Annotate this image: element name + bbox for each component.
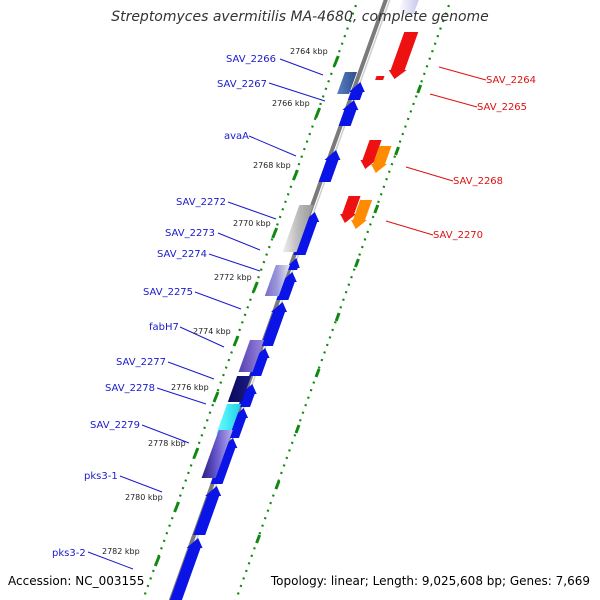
gene-feature-reverse <box>340 196 361 223</box>
gene-label-forward: SAV_2277 <box>116 357 166 368</box>
tick-label: 2776 kbp <box>171 383 209 392</box>
tick-mark <box>192 447 200 459</box>
tick-guide-lines <box>141 0 452 600</box>
tick-labels: 2764 kbp 2766 kbp 2768 kbp 2770 kbp 2772 kbp… <box>102 47 328 556</box>
label-callout-line <box>248 135 297 157</box>
gene-labels: SAV_2266 SAV_2267 avaA SAV_2272 SAV_2273 SAV_… <box>52 54 536 559</box>
label-callout-line <box>167 361 215 380</box>
gene-homolog-block <box>264 265 290 296</box>
gene-label-forward: SAV_2274 <box>157 249 207 260</box>
tick-mark <box>173 501 180 513</box>
gene-homolog-block <box>227 376 252 402</box>
gene-feature-forward <box>169 538 203 600</box>
tick-mark <box>232 335 240 347</box>
gene-label-forward: SAV_2278 <box>105 383 155 394</box>
strand-tick <box>334 312 341 322</box>
gene-feature-forward <box>285 258 300 270</box>
label-callout-line <box>405 166 454 182</box>
strand-tick <box>373 204 380 214</box>
label-callout-line <box>179 326 225 348</box>
tick-mark <box>153 555 161 567</box>
label-callout-line <box>268 82 326 102</box>
gene-label-forward: pks3-1 <box>84 471 118 482</box>
tick-label: 2774 kbp <box>193 327 231 336</box>
tick-mark <box>332 55 340 67</box>
gene-label-forward: SAV_2266 <box>226 54 276 65</box>
gene-feature-forward <box>260 302 288 346</box>
strand-tick <box>294 424 301 434</box>
gene-feature-reverse <box>350 200 373 229</box>
label-callout-line <box>438 66 487 81</box>
tick-label: 2764 kbp <box>290 47 328 56</box>
gene-label-reverse: SAV_2268 <box>453 176 503 187</box>
gene-homolog-block <box>201 430 233 478</box>
gene-label-forward: pks3-2 <box>52 548 86 559</box>
tick-mark <box>251 281 259 293</box>
gene-label-forward: SAV_2279 <box>90 420 140 431</box>
gene-label-reverse: SAV_2265 <box>477 102 527 113</box>
label-callout-line <box>227 201 277 220</box>
gene-feature-forward <box>347 82 365 100</box>
gene-partial-block <box>397 0 419 14</box>
strand-tick <box>416 84 423 94</box>
strand-guide-right <box>234 0 452 600</box>
strand-tick <box>354 258 360 268</box>
gene-homolog-block <box>282 205 314 252</box>
label-callout-line <box>87 551 134 570</box>
gene-feature-forward <box>238 384 257 407</box>
gene-label-forward: SAV_2275 <box>143 287 193 298</box>
label-callout-line <box>429 93 478 108</box>
label-callout-line <box>194 291 242 310</box>
label-callouts <box>87 58 487 570</box>
label-callout-line <box>141 424 190 444</box>
tick-label: 2780 kbp <box>125 493 163 502</box>
accession-text: Accession: NC_003155 <box>8 574 145 588</box>
gene-feature-reverse <box>388 32 419 79</box>
gene-feature-forward <box>193 486 222 535</box>
tick-mark <box>292 169 299 181</box>
tick-mark <box>212 391 220 403</box>
summary-text: Topology: linear; Length: 9,025,608 bp; … <box>270 574 590 588</box>
label-callout-line <box>208 253 261 272</box>
strand-tick <box>314 368 321 378</box>
tick-label: 2782 kbp <box>102 547 140 556</box>
tick-mark <box>271 227 279 239</box>
gene-feature-reverse <box>371 146 392 173</box>
tick-label: 2768 kbp <box>253 161 291 170</box>
gene-label-forward: fabH7 <box>149 322 179 333</box>
map-title: Streptomyces avermitilis MA-4680, comple… <box>111 9 489 25</box>
label-callout-line <box>385 220 434 236</box>
tick-label: 2772 kbp <box>214 273 252 282</box>
tick-mark <box>314 107 322 119</box>
gene-feature-reverse <box>360 140 382 169</box>
gene-homolog-block <box>216 404 242 434</box>
gene-features <box>169 0 419 600</box>
gene-feature-forward <box>293 212 320 255</box>
gene-label-forward: SAV_2273 <box>165 228 215 239</box>
gene-label-reverse: SAV_2264 <box>486 75 536 86</box>
gene-homolog-block <box>337 72 357 94</box>
gene-feature-forward <box>276 272 297 300</box>
label-callout-line <box>217 232 261 251</box>
strand-tick <box>394 146 400 156</box>
gene-label-forward: SAV_2272 <box>176 197 226 208</box>
gene-feature-reverse <box>375 76 385 80</box>
tick-label: 2778 kbp <box>148 439 186 448</box>
gene-feature-forward <box>318 150 341 182</box>
gene-label-forward: SAV_2267 <box>217 79 267 90</box>
strand-tick <box>274 480 281 490</box>
tick-label: 2770 kbp <box>233 219 271 228</box>
label-callout-line <box>156 387 207 405</box>
tick-label: 2766 kbp <box>272 99 310 108</box>
label-callout-line <box>279 58 324 76</box>
strand-tick <box>255 534 262 544</box>
gene-label-reverse: SAV_2270 <box>433 230 483 241</box>
tick-guide-left <box>141 0 359 600</box>
gene-homolog-block <box>238 340 265 372</box>
label-callout-line <box>119 475 163 493</box>
gene-label-forward: avaA <box>224 131 249 142</box>
gene-feature-forward <box>338 100 359 126</box>
gene-feature-forward <box>249 348 270 376</box>
